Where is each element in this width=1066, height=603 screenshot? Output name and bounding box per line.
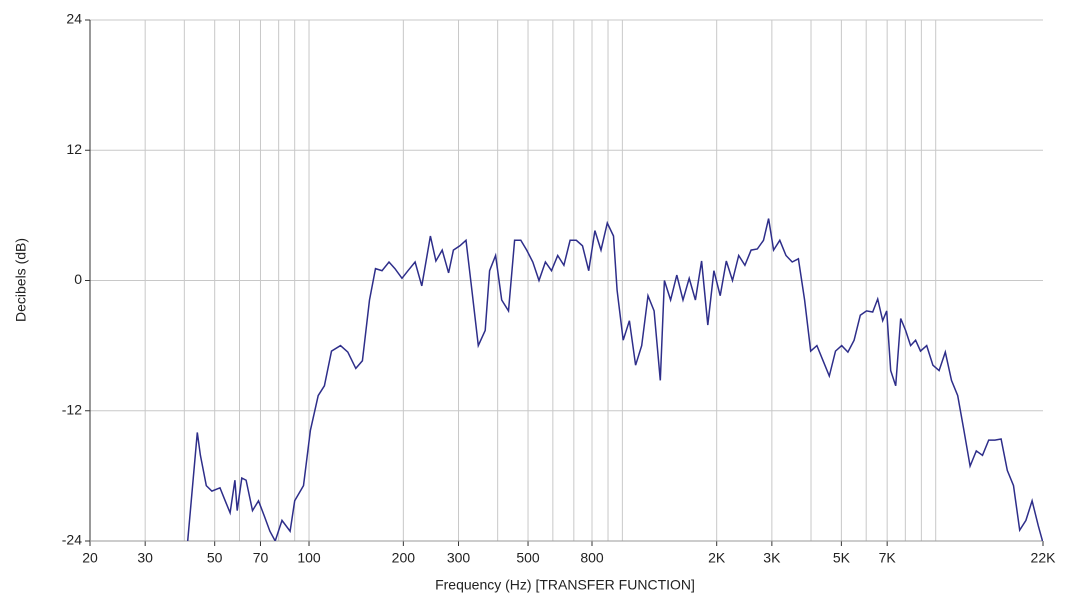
x-tick-label: 20 [82,550,98,566]
x-tick-label: 3K [763,550,781,566]
x-tick-label: 5K [833,550,851,566]
x-tick-label: 7K [879,550,897,566]
data-line [186,218,1043,541]
x-tick-label: 50 [207,550,223,566]
x-tick-label: 200 [392,550,416,566]
x-axis-label: Frequency (Hz) [TRANSFER FUNCTION] [435,577,695,593]
x-tick-label: 2K [708,550,726,566]
y-tick-label: 0 [74,271,82,287]
y-tick-label: -12 [62,401,82,417]
y-tick-label: -24 [62,532,82,548]
y-axis-label: Decibels (dB) [13,238,29,322]
x-tick-label: 300 [447,550,471,566]
x-tick-label: 22K [1031,550,1057,566]
x-tick-label: 30 [137,550,153,566]
y-tick-label: 12 [66,141,82,157]
x-tick-label: 800 [580,550,604,566]
y-tick-label: 24 [66,11,82,27]
x-tick-label: 100 [297,550,321,566]
x-tick-label: 500 [516,550,540,566]
x-tick-label: 70 [253,550,269,566]
